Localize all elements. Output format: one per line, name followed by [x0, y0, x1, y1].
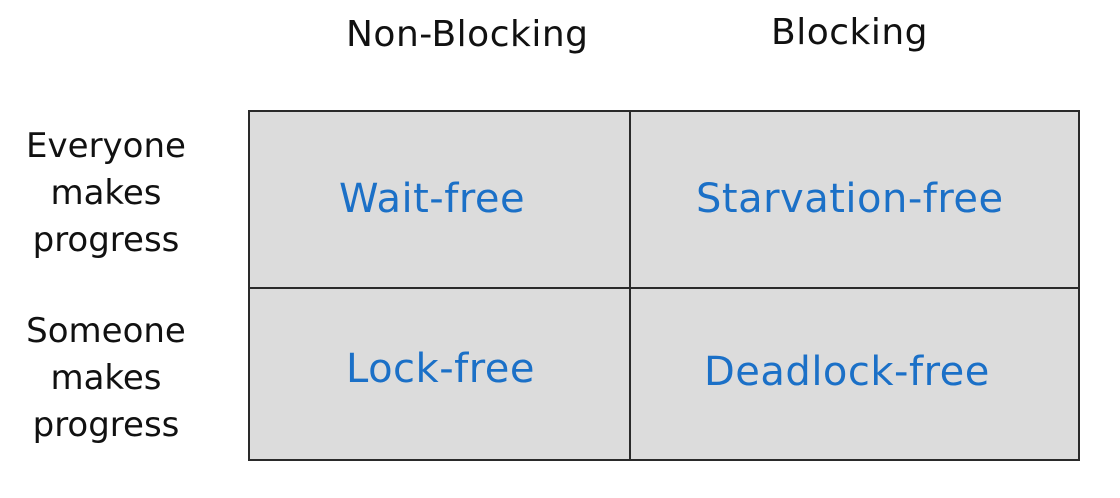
column-header-blocking: Blocking	[771, 12, 929, 53]
cell-starvation-free: Starvation-free	[696, 176, 1004, 222]
column-header-non-blocking: Non-Blocking	[346, 14, 589, 55]
row-header-line: progress	[32, 220, 180, 260]
cell-deadlock-free: Deadlock-free	[704, 349, 990, 395]
row-header-line: makes	[50, 173, 162, 213]
progress-guarantee-grid: Wait-free Starvation-free Lock-free Dead…	[248, 110, 1080, 461]
row-header-line: makes	[50, 358, 162, 398]
cell-wait-free: Wait-free	[339, 176, 526, 222]
row-header-line: progress	[32, 405, 180, 445]
row-header-line: Everyone	[26, 126, 186, 166]
row-header-everyone-makes-progress: Everyone makes progress	[6, 123, 206, 264]
grid-divider-horizontal	[250, 287, 1078, 289]
row-header-someone-makes-progress: Someone makes progress	[6, 308, 206, 449]
row-header-line: Someone	[26, 311, 186, 351]
cell-lock-free: Lock-free	[346, 346, 536, 392]
grid-divider-vertical	[629, 112, 631, 459]
